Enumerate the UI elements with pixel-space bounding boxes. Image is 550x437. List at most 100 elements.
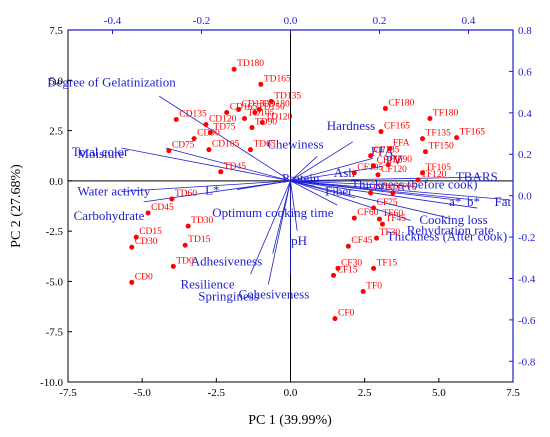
loading-label: Water activity <box>77 184 150 199</box>
score-point <box>236 106 242 112</box>
score-label: TF105 <box>426 163 452 173</box>
loading-vector <box>290 180 411 221</box>
x2-tick-label: 0.2 <box>373 15 387 27</box>
x2-tick-label: 0.0 <box>284 15 298 27</box>
loading-label: a* <box>449 194 461 209</box>
score-point <box>145 210 151 216</box>
y-tick-label: -2.5 <box>46 226 64 238</box>
score-label: CF180 <box>388 98 414 108</box>
score-point <box>258 81 264 87</box>
y2-tick-label: 0.4 <box>518 108 532 120</box>
loading-label: Carbohydrate <box>74 208 145 223</box>
loading-vector <box>165 147 291 182</box>
score-point <box>203 122 209 128</box>
score-label: CF45 <box>351 236 372 246</box>
score-point <box>415 177 421 183</box>
loading-vector <box>290 180 416 187</box>
score-point <box>242 116 248 122</box>
score-point <box>166 148 172 154</box>
score-point <box>247 147 253 153</box>
score-point <box>375 172 381 178</box>
x-tick-label: -5.0 <box>133 387 151 399</box>
score-label: TF90 <box>391 155 412 165</box>
score-label: CD45 <box>151 203 174 213</box>
loading-label: Cohesiveness <box>239 286 310 301</box>
score-label: TF60 <box>383 209 404 219</box>
score-point <box>268 98 274 104</box>
y-tick-label: -10.0 <box>40 377 63 389</box>
x-tick-label: -2.5 <box>208 387 226 399</box>
score-label: TF120 <box>421 170 447 180</box>
score-label: CF60 <box>357 208 378 218</box>
score-point <box>379 221 385 227</box>
y2-tick-label: 0.2 <box>518 149 532 161</box>
y2-tick-label: 0.6 <box>518 66 532 78</box>
y-tick-label: 2.5 <box>49 126 63 138</box>
loading-label: Moisture <box>77 146 124 161</box>
loading-label: Rehydration rate <box>407 222 494 237</box>
y2-tick-label: -0.6 <box>518 315 536 327</box>
loading-label: Thickness (After cook) <box>387 228 508 243</box>
score-point <box>173 117 179 123</box>
score-point <box>169 196 175 202</box>
score-label: CF120 <box>381 165 407 175</box>
score-point <box>129 279 135 285</box>
score-label: TF30 <box>380 228 401 238</box>
x-tick-label: 2.5 <box>358 387 372 399</box>
score-label: TD15 <box>188 235 210 245</box>
loading-vector <box>290 166 382 182</box>
score-label: CD150 <box>242 99 270 109</box>
loading-vector <box>290 180 338 206</box>
loading-label: pH <box>291 233 307 248</box>
y-tick-label: 0.0 <box>49 176 63 188</box>
score-point <box>345 243 351 249</box>
score-label: TD135 <box>274 91 301 101</box>
score-point <box>371 265 377 271</box>
loading-vector <box>121 147 291 182</box>
score-point <box>218 169 224 175</box>
loading-label: TBARS <box>456 169 498 184</box>
score-label: TD105 <box>248 109 275 119</box>
score-label: CD90 <box>197 129 220 139</box>
loading-label: b* <box>467 194 480 209</box>
score-point <box>207 130 213 136</box>
y2-tick-label: -0.2 <box>518 232 535 244</box>
score-label: CF30 <box>341 258 362 268</box>
x2-tick-label: 0.4 <box>462 15 476 27</box>
score-point <box>133 234 139 240</box>
loading-label: Hardness <box>327 118 375 133</box>
score-point <box>454 135 460 141</box>
loading-vector <box>290 176 482 182</box>
score-label: TF15 <box>377 258 398 268</box>
score-label: TD60 <box>175 189 197 199</box>
score-point <box>390 190 396 196</box>
score-label: CD135 <box>179 110 207 120</box>
score-label: TD75 <box>213 123 235 133</box>
x-tick-label: -7.5 <box>59 387 77 399</box>
x2-tick-label: -0.4 <box>104 15 122 27</box>
loading-label: Ash <box>334 165 355 180</box>
score-point <box>331 272 337 278</box>
y2-tick-label: 0.8 <box>518 25 532 37</box>
score-point <box>377 216 382 222</box>
score-label: TF0 <box>366 281 382 291</box>
loading-vector <box>250 180 291 275</box>
score-point <box>371 163 377 169</box>
loading-vector <box>290 180 509 201</box>
loading-vector <box>290 156 318 182</box>
y-axis-title: PC 2 (27.68%) <box>9 164 24 248</box>
score-point <box>129 244 135 250</box>
score-label: CF75 <box>377 198 398 208</box>
loading-vector <box>290 180 451 219</box>
score-label: CD15 <box>139 227 162 237</box>
score-point <box>185 223 191 229</box>
score-point <box>427 116 433 122</box>
loading-label: Cooking loss <box>419 212 487 227</box>
score-point <box>252 109 258 115</box>
loading-vector <box>290 157 373 182</box>
score-label: TF165 <box>460 128 486 138</box>
x-tick-label: 5.0 <box>432 387 446 399</box>
loading-vector <box>267 180 291 285</box>
